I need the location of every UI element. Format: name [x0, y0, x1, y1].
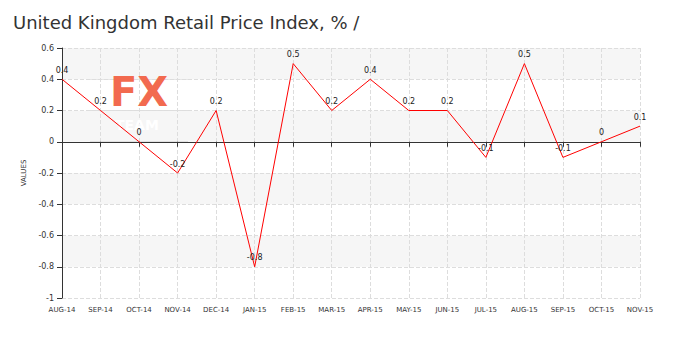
svg-text:JUN-15: JUN-15 [434, 306, 459, 314]
svg-text:NOV-14: NOV-14 [164, 306, 191, 314]
svg-text:NOV-15: NOV-15 [627, 306, 653, 314]
svg-text:0.1: 0.1 [634, 113, 647, 122]
svg-text:0.2: 0.2 [210, 97, 223, 106]
svg-text:-0.2: -0.2 [170, 160, 186, 169]
svg-text:AUG-15: AUG-15 [511, 306, 538, 314]
svg-text:0.5: 0.5 [287, 50, 300, 59]
svg-text:0.2: 0.2 [402, 97, 415, 106]
svg-text:0: 0 [49, 137, 54, 146]
svg-text:United Kingdom Retail Price In: United Kingdom Retail Price Index, % / [13, 12, 360, 33]
svg-text:-0.4: -0.4 [38, 200, 54, 209]
svg-text:-0.2: -0.2 [38, 169, 54, 178]
svg-text:0.2: 0.2 [41, 106, 54, 115]
svg-text:SEP-15: SEP-15 [551, 306, 575, 314]
svg-text:FEB-15: FEB-15 [281, 306, 306, 314]
svg-text:-0.1: -0.1 [478, 144, 494, 153]
svg-text:AUG-14: AUG-14 [49, 306, 76, 314]
svg-text:OCT-15: OCT-15 [589, 306, 614, 314]
svg-text:MAY-15: MAY-15 [396, 306, 421, 314]
svg-text:0: 0 [137, 128, 142, 137]
svg-text:-0.6: -0.6 [38, 231, 54, 240]
svg-text:VALUES: VALUES [20, 159, 28, 186]
svg-text:0.2: 0.2 [94, 97, 107, 106]
svg-text:SEP-14: SEP-14 [88, 306, 113, 314]
svg-text:FX: FX [110, 69, 168, 115]
svg-text:TEAM: TEAM [115, 117, 159, 133]
svg-text:OCT-14: OCT-14 [126, 306, 152, 314]
svg-text:MAR-15: MAR-15 [318, 306, 345, 314]
svg-text:APR-15: APR-15 [358, 306, 383, 314]
svg-text:DEC-14: DEC-14 [203, 306, 230, 314]
svg-text:0.5: 0.5 [518, 50, 531, 59]
svg-text:0.2: 0.2 [441, 97, 454, 106]
svg-text:0.2: 0.2 [325, 97, 338, 106]
svg-text:-0.1: -0.1 [555, 144, 571, 153]
svg-text:JAN-15: JAN-15 [242, 306, 266, 314]
svg-text:0.4: 0.4 [56, 66, 69, 75]
svg-text:0.4: 0.4 [41, 75, 54, 84]
svg-text:-1: -1 [46, 294, 54, 303]
svg-text:0.4: 0.4 [364, 66, 377, 75]
svg-text:0: 0 [599, 128, 604, 137]
svg-text:-0.8: -0.8 [38, 262, 54, 271]
svg-text:0.6: 0.6 [41, 44, 54, 53]
svg-text:-0.8: -0.8 [247, 253, 263, 262]
svg-text:JUL-15: JUL-15 [474, 306, 497, 314]
